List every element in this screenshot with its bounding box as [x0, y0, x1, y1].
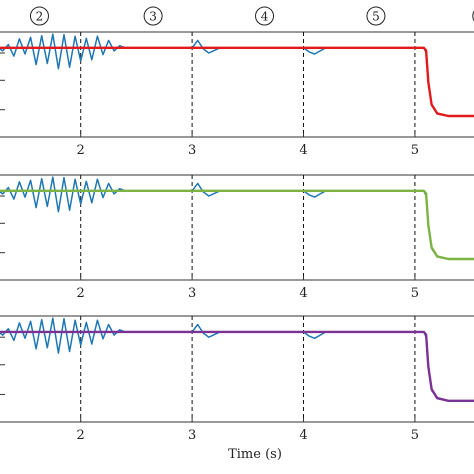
x-tick-label: 4 — [299, 286, 307, 301]
x-tick-label: 3 — [188, 143, 196, 158]
phase-marker-label: 4 — [261, 10, 269, 24]
x-tick-label: 5 — [411, 143, 419, 158]
phase-marker-label: 5 — [372, 10, 380, 24]
phase-marker-circle — [366, 6, 386, 26]
x-tick-label: 2 — [77, 143, 85, 158]
x-tick-label: 5 — [411, 286, 419, 301]
measured-series-line — [0, 317, 474, 402]
phase-header: 23456 — [0, 6, 474, 33]
phase-marker-circle — [29, 6, 49, 26]
phase-marker-circle — [143, 6, 163, 26]
phase-marker-label: 2 — [36, 10, 44, 24]
panel-2: 2 3 4 5 — [0, 174, 474, 301]
measured-series-line — [0, 33, 474, 117]
x-tick-label: 2 — [77, 428, 85, 443]
reference-series-line — [0, 189, 474, 261]
phase-marker-circle — [255, 6, 275, 26]
x-tick-label: 4 — [299, 428, 307, 443]
x-axis-label: Time (s) — [228, 447, 282, 462]
x-tick-label: 3 — [188, 286, 196, 301]
x-tick-label: 3 — [188, 428, 196, 443]
phase-marker-label: 3 — [149, 10, 157, 24]
panel-1: 2 3 4 5 — [0, 31, 474, 158]
panel-3: 2 3 4 5 — [0, 315, 474, 443]
measured-series-line — [0, 176, 474, 260]
x-tick-label: 4 — [299, 143, 307, 158]
reference-series-line — [0, 330, 474, 402]
phase-marker-circle — [472, 10, 474, 22]
x-tick-label: 5 — [411, 428, 419, 443]
x-tick-label: 2 — [77, 286, 85, 301]
reference-series-line — [0, 46, 474, 118]
chart-panels: 2 3 4 5 2 3 4 5 2 3 4 5 — [0, 31, 474, 443]
